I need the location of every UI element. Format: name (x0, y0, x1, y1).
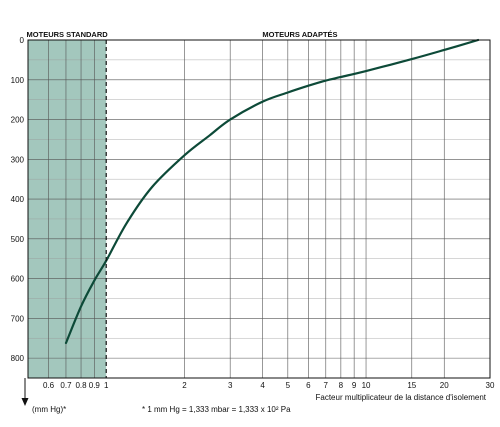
x-tick-label: 30 (486, 381, 495, 390)
x-tick-label: 9 (352, 381, 357, 390)
y-tick-label: 600 (11, 275, 25, 284)
labels: 0 100 200 300 400 500 600 700 800 0.6 0.7 0.8 0.9 1 2 3… (11, 30, 495, 414)
region-label-adapted: MOTEURS ADAPTÉS (262, 30, 337, 39)
footnote: * 1 mm Hg = 1,333 mbar = 1,333 x 10² Pa (142, 405, 291, 414)
y-tick-label: 400 (11, 195, 25, 204)
curve-line (64, 38, 480, 345)
x-tick-label: 0.6 (43, 381, 55, 390)
x-tick-label: 0.8 (75, 381, 87, 390)
x-tick-label: 10 (362, 381, 371, 390)
grid (28, 40, 491, 378)
plot-border (27, 39, 491, 379)
data-series (64, 38, 480, 345)
x-tick-label: 3 (228, 381, 233, 390)
x-tick-label: 7 (324, 381, 329, 390)
x-tick-label: 0.7 (60, 381, 72, 390)
x-tick-label: 6 (306, 381, 311, 390)
y-tick-label: 700 (11, 314, 25, 323)
x-tick-label: 15 (407, 381, 416, 390)
region-label-standard: MOTEURS STANDARD (27, 30, 109, 39)
y-axis-title: (mm Hg)* (32, 405, 66, 414)
x-tick-label: 2 (182, 381, 187, 390)
x-tick-label: 20 (440, 381, 449, 390)
x-tick-label: 5 (286, 381, 291, 390)
y-tick-label: 200 (11, 116, 25, 125)
y-tick-label: 100 (11, 76, 25, 85)
y-tick-label: 0 (20, 36, 25, 45)
y-tick-label: 800 (11, 354, 25, 363)
x-tick-label: 4 (260, 381, 265, 390)
plot-background (28, 40, 107, 378)
x-tick-label: 8 (339, 381, 344, 390)
standard-motors-region (28, 40, 107, 378)
plot-frame (21, 39, 491, 406)
y-tick-label: 500 (11, 235, 25, 244)
y-tick-label: 300 (11, 155, 25, 164)
x-tick-label: 1 (104, 381, 109, 390)
y-axis-arrow-head (21, 398, 29, 406)
x-axis-title: Facteur multiplicateur de la distance d'… (316, 393, 487, 402)
x-tick-label: 0.9 (89, 381, 101, 390)
